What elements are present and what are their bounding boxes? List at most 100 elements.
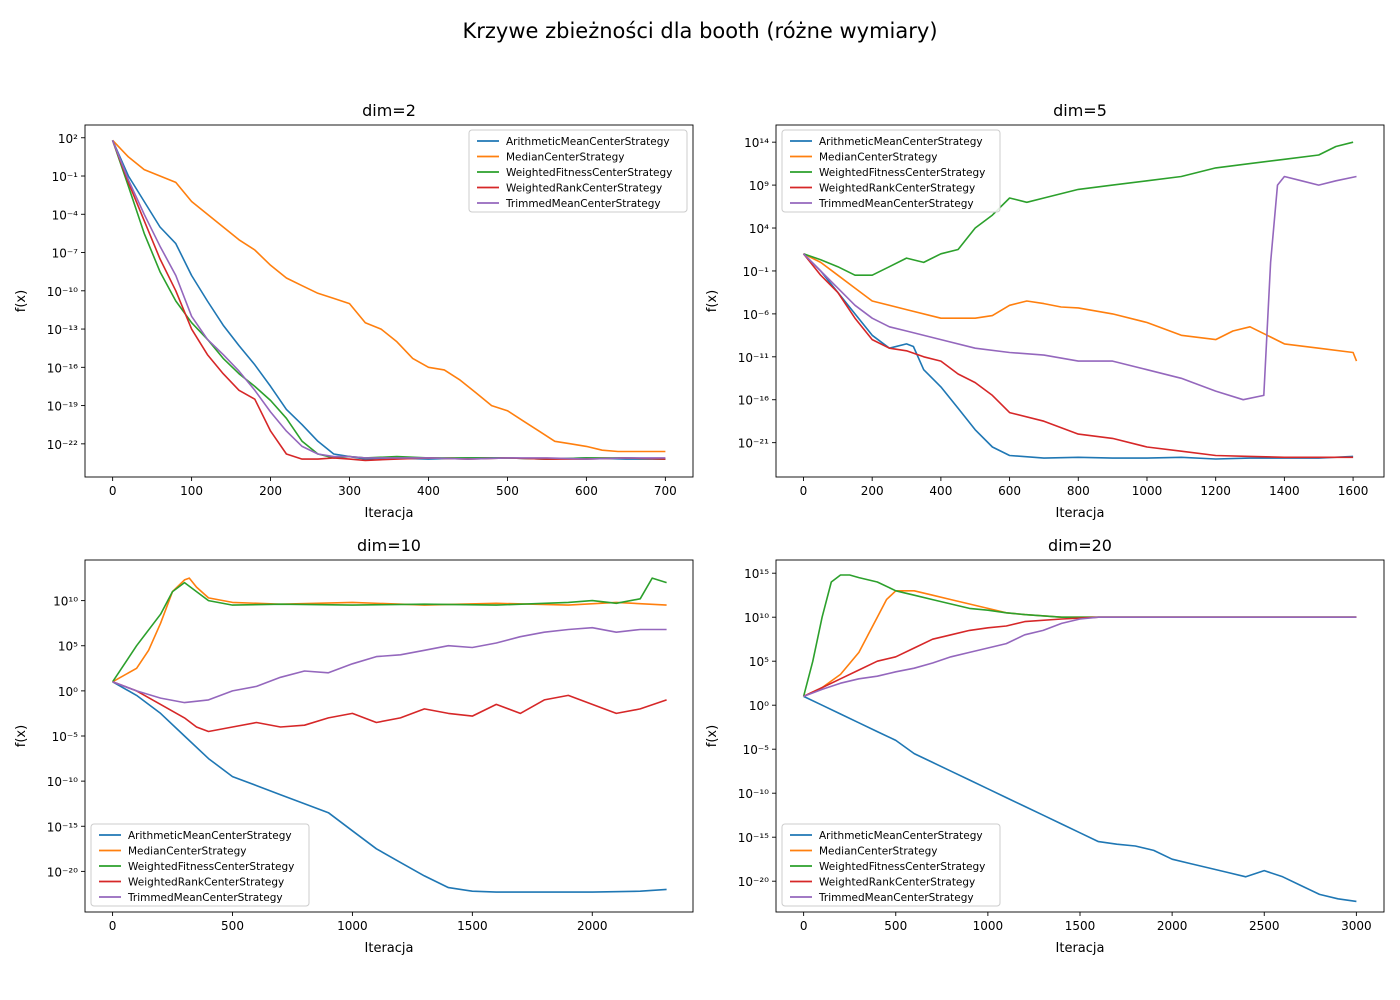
y-axis-label: f(x) <box>705 725 720 747</box>
x-tick-label: 100 <box>180 484 203 498</box>
x-axis-label: Iteracja <box>1056 506 1105 521</box>
x-tick-label: 0 <box>800 484 808 498</box>
x-tick-label: 700 <box>654 484 677 498</box>
y-tick-label: 10⁰ <box>749 699 769 713</box>
x-tick-label: 2000 <box>1157 919 1188 933</box>
y-tick-label: 10² <box>58 132 78 146</box>
plot-frame <box>84 124 694 478</box>
y-tick-label: 10⁻⁵ <box>52 730 79 744</box>
subplot-title: dim=5 <box>1053 101 1107 120</box>
figure-title: Krzywe zbieżności dla booth (różne wymia… <box>462 19 937 43</box>
y-tick-label: 10⁵ <box>749 655 769 669</box>
legend-label: ArithmeticMeanCenterStrategy <box>128 830 292 842</box>
x-tick-label: 500 <box>496 484 519 498</box>
legend-label: WeightedRankCenterStrategy <box>819 183 975 195</box>
y-tick-label: 10⁻²⁰ <box>47 865 78 879</box>
subplot-title: dim=2 <box>362 101 416 120</box>
x-tick-label: 1200 <box>1200 484 1231 498</box>
y-tick-label: 10⁻⁴ <box>52 208 79 222</box>
y-axis-label: f(x) <box>705 290 720 312</box>
x-tick-label: 200 <box>259 484 282 498</box>
y-tick-label: 10⁻¹⁵ <box>738 831 769 845</box>
y-tick-label: 10⁻¹⁰ <box>47 285 78 299</box>
legend: ArithmeticMeanCenterStrategy MedianCenter… <box>781 823 1001 907</box>
plot-frame <box>775 124 1385 478</box>
subplot-4: dim=20 0 500 1000 1500 2000 2500 3000 10¹⁵ 10¹⁰ 10… <box>705 536 1385 956</box>
y-tick-label: 10⁻¹⁰ <box>47 775 78 789</box>
subplot-grid: dim=20 100 200 300 400 500 600 70010²10⁻¹10⁻⁴10… <box>14 101 1385 956</box>
y-tick-label: 10⁻²¹ <box>738 437 769 451</box>
series-group <box>802 574 1357 903</box>
y-tick-label: 10¹⁰ <box>53 595 78 609</box>
x-tick-label: 300 <box>338 484 361 498</box>
legend: ArithmeticMeanCenterStrategy MedianCenter… <box>90 823 310 907</box>
series-line-MedianCenterStrategy <box>112 139 666 453</box>
legend-label: WeightedFitnessCenterStrategy <box>128 861 294 873</box>
legend: ArithmeticMeanCenterStrategy MedianCenter… <box>468 129 688 213</box>
y-tick-label: 10⁻¹⁵ <box>47 820 78 834</box>
x-tick-label: 1000 <box>1132 484 1163 498</box>
legend-box <box>468 129 688 213</box>
y-tick-label: 10⁻¹ <box>743 265 770 279</box>
legend-label: WeightedFitnessCenterStrategy <box>819 167 985 179</box>
legend: ArithmeticMeanCenterStrategy MedianCenter… <box>781 129 1001 213</box>
x-tick-label: 1600 <box>1338 484 1369 498</box>
y-tick-label: 10⁹ <box>749 179 769 193</box>
legend-label: MedianCenterStrategy <box>506 152 625 164</box>
x-tick-label: 200 <box>861 484 884 498</box>
legend-box <box>781 129 1001 213</box>
legend-label: WeightedRankCenterStrategy <box>506 183 662 195</box>
y-tick-label: 10⁻⁷ <box>52 247 79 261</box>
series-line-ArithmeticMeanCenterStrategy <box>803 695 1357 903</box>
y-tick-label: 10⁻¹ <box>52 170 79 184</box>
series-line-WeightedFitnessCenterStrategy <box>803 141 1354 277</box>
x-tick-label: 0 <box>109 919 117 933</box>
series-line-ArithmeticMeanCenterStrategy <box>112 681 667 893</box>
series-line-WeightedRankCenterStrategy <box>802 253 1354 459</box>
y-tick-label: 10⁴ <box>749 222 769 236</box>
x-tick-label: 1400 <box>1269 484 1300 498</box>
y-tick-label: 10¹⁰ <box>744 611 769 625</box>
y-tick-label: 10⁻¹⁰ <box>738 787 769 801</box>
x-tick-label: 400 <box>417 484 440 498</box>
legend-label: TrimmedMeanCenterStrategy <box>505 198 661 210</box>
x-tick-label: 500 <box>221 919 244 933</box>
y-tick-label: 10⁻¹¹ <box>738 351 769 365</box>
y-tick-label: 10⁻¹³ <box>47 323 78 337</box>
legend-label: TrimmedMeanCenterStrategy <box>127 892 283 904</box>
x-axis-label: Iteracja <box>365 506 414 521</box>
series-line-WeightedRankCenterStrategy <box>112 681 667 733</box>
x-tick-label: 500 <box>884 919 907 933</box>
series-line-TrimmedMeanCenterStrategy <box>111 140 666 460</box>
series-line-WeightedFitnessCenterStrategy <box>111 577 667 683</box>
series-line-TrimmedMeanCenterStrategy <box>802 175 1357 401</box>
legend-label: WeightedFitnessCenterStrategy <box>819 861 985 873</box>
y-axis-label: f(x) <box>14 725 29 747</box>
y-tick-label: 10⁻¹⁹ <box>47 400 78 414</box>
y-tick-label: 10⁰ <box>58 685 78 699</box>
x-tick-label: 3000 <box>1341 919 1372 933</box>
x-axis-label: Iteracja <box>365 941 414 956</box>
legend-label: WeightedRankCenterStrategy <box>819 877 975 889</box>
x-tick-label: 1000 <box>973 919 1004 933</box>
subplot-2: dim=5 0 200 400 600 800 1000 1200 1400 1600 10¹⁴ 10… <box>705 101 1385 521</box>
y-axis-label: f(x) <box>14 290 29 312</box>
legend-label: ArithmeticMeanCenterStrategy <box>506 136 670 148</box>
series-group <box>802 141 1358 460</box>
series-group <box>111 577 667 893</box>
subplot-title: dim=20 <box>1048 536 1112 555</box>
y-tick-label: 10¹⁴ <box>744 136 769 150</box>
x-tick-label: 400 <box>929 484 952 498</box>
x-tick-label: 800 <box>1067 484 1090 498</box>
y-tick-label: 10⁻¹⁶ <box>738 394 769 408</box>
legend-label: MedianCenterStrategy <box>819 152 938 164</box>
x-tick-label: 0 <box>800 919 808 933</box>
x-axis-label: Iteracja <box>1056 941 1105 956</box>
legend-label: MedianCenterStrategy <box>819 846 938 858</box>
subplot-1: dim=2 0 100 200 300 400 500 600 700 10² 10⁻¹ 10⁻⁴ 10… <box>14 101 694 521</box>
legend-label: MedianCenterStrategy <box>128 846 247 858</box>
subplot-title: dim=10 <box>357 536 421 555</box>
series-line-ArithmeticMeanCenterStrategy <box>802 253 1354 460</box>
x-tick-label: 600 <box>998 484 1021 498</box>
